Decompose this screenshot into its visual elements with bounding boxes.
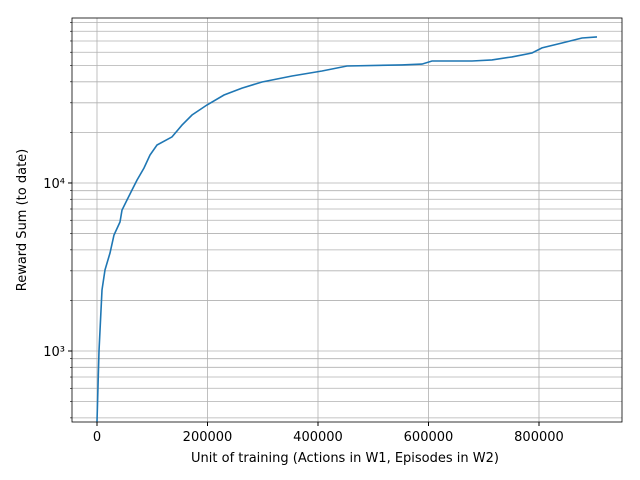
x-axis-label: Unit of training (Actions in W1, Episode… bbox=[191, 451, 499, 466]
x-tick-label: 200000 bbox=[183, 430, 233, 445]
x-tick-label: 600000 bbox=[404, 430, 454, 445]
data-line bbox=[96, 36, 598, 422]
y-axis-label: Reward Sum (to date) bbox=[15, 149, 30, 291]
x-tick-label: 0 bbox=[93, 430, 101, 445]
y-tick-label: 10³ bbox=[43, 345, 65, 360]
x-tick-label: 400000 bbox=[293, 430, 343, 445]
x-tick-label: 800000 bbox=[514, 430, 564, 445]
y-tick-label: 10⁴ bbox=[43, 177, 65, 192]
plot-frame bbox=[71, 17, 623, 423]
